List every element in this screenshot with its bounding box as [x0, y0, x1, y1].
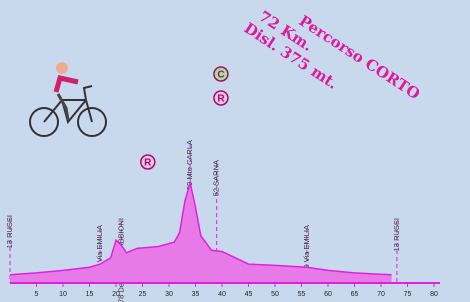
x-tick-label: 20 — [112, 291, 120, 298]
x-tick-label: 75 — [404, 291, 412, 298]
chart: Percorso CORTO72 Km.Disl. 375 mt. 13 RUS… — [0, 0, 470, 302]
x-tick-label: 35 — [192, 291, 200, 298]
x-tick-label: 40 — [218, 291, 226, 298]
x-tick-label: 10 — [59, 291, 67, 298]
annotation-label: 30 Via EMILIA — [302, 225, 311, 273]
x-tick-label: 55 — [298, 291, 306, 298]
x-tick-label: 70 — [377, 291, 385, 298]
x-tick-label: 80 — [430, 291, 438, 298]
marker-label: C — [217, 70, 224, 81]
x-tick-label: 50 — [271, 291, 279, 298]
marker-label: R — [217, 94, 225, 105]
annotation-label: 52 SARNA — [212, 160, 221, 196]
marker-label: R — [144, 158, 152, 169]
x-tick-label: 15 — [86, 291, 94, 298]
title-line: Percorso CORTO — [296, 12, 424, 104]
x-tick-label: 25 — [139, 291, 147, 298]
x-tick-label: 45 — [245, 291, 253, 298]
x-tick-label: 5 — [35, 291, 39, 298]
x-tick-label: 60 — [324, 291, 332, 298]
annotation-label: 13 RUSSI — [5, 215, 14, 248]
annotation-label: 13 RUSSI — [392, 218, 401, 251]
x-tick-label: 65 — [351, 291, 359, 298]
x-tick-label: 30 — [165, 291, 173, 298]
bike-icon — [30, 62, 106, 136]
